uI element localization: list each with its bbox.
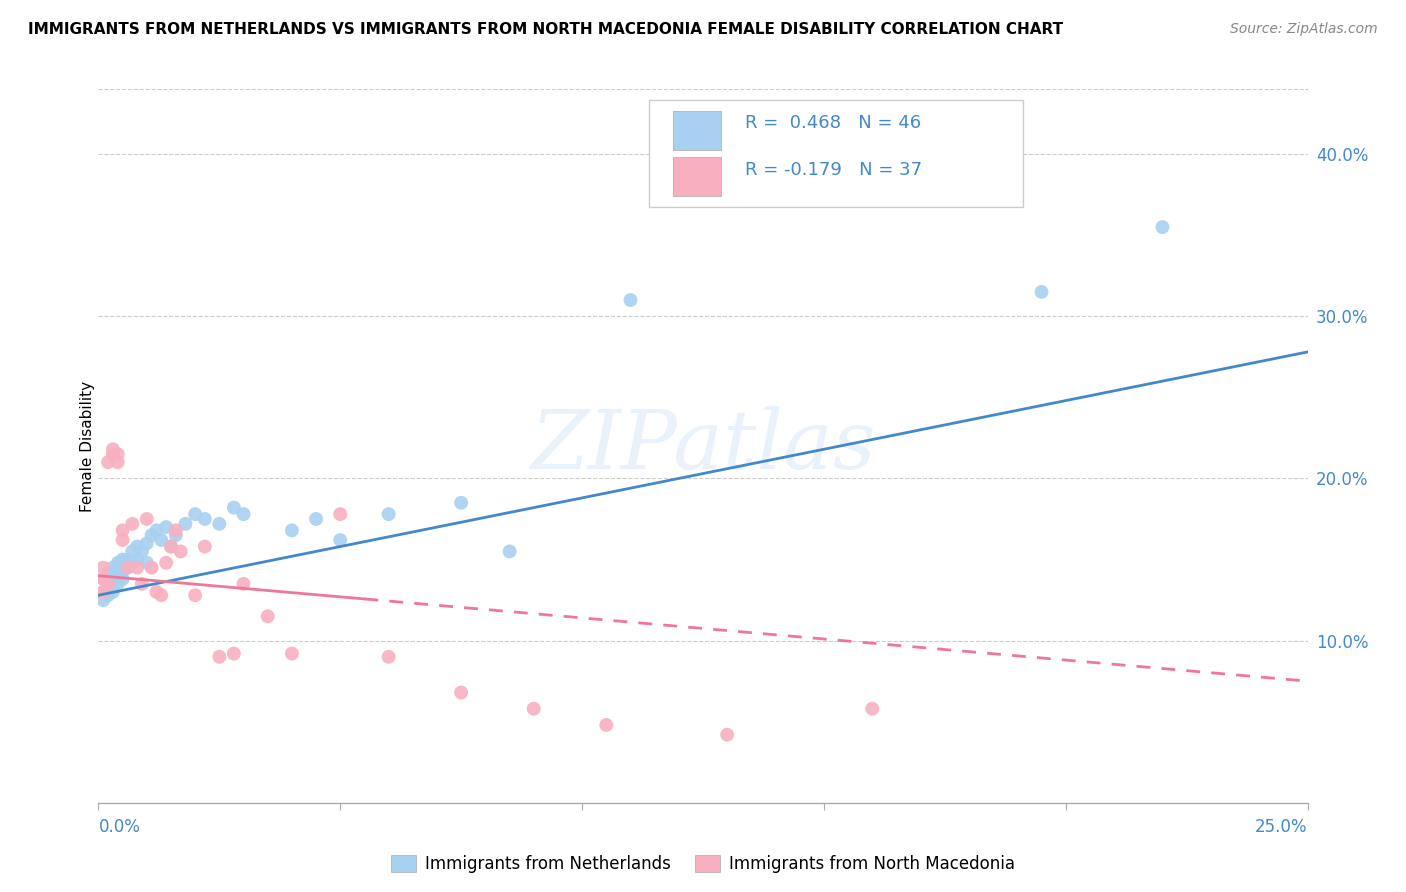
Point <box>194 512 217 526</box>
Point <box>107 568 129 582</box>
Point <box>101 442 124 457</box>
Point <box>127 540 149 554</box>
Point <box>329 533 352 547</box>
Point <box>165 528 187 542</box>
Point <box>160 540 183 554</box>
Point <box>155 556 177 570</box>
Point <box>107 455 129 469</box>
Point <box>165 524 187 538</box>
Point <box>91 593 114 607</box>
Point <box>150 533 173 547</box>
Point <box>232 577 254 591</box>
Point <box>184 588 207 602</box>
Point <box>111 564 134 578</box>
Point <box>97 588 120 602</box>
Point <box>111 533 134 547</box>
Point <box>256 609 278 624</box>
Point <box>101 447 124 461</box>
FancyBboxPatch shape <box>673 157 721 196</box>
Point <box>329 507 352 521</box>
Point <box>222 647 245 661</box>
Point <box>222 500 245 515</box>
Point <box>716 728 738 742</box>
Point <box>135 512 157 526</box>
Text: Source: ZipAtlas.com: Source: ZipAtlas.com <box>1230 22 1378 37</box>
Point <box>1031 285 1053 299</box>
Point <box>281 647 304 661</box>
Point <box>523 702 546 716</box>
Point <box>117 560 139 574</box>
Point <box>91 585 114 599</box>
Text: R =  0.468   N = 46: R = 0.468 N = 46 <box>745 114 921 132</box>
Point <box>101 585 124 599</box>
Point <box>595 718 617 732</box>
Point <box>145 585 167 599</box>
Point <box>91 585 114 599</box>
Point <box>97 577 120 591</box>
Point <box>145 524 167 538</box>
Point <box>281 524 304 538</box>
Point <box>194 540 217 554</box>
Point <box>135 556 157 570</box>
Point <box>97 455 120 469</box>
Point <box>150 588 173 602</box>
Text: 25.0%: 25.0% <box>1256 819 1308 837</box>
Point <box>101 582 124 596</box>
Point <box>155 520 177 534</box>
Point <box>91 572 114 586</box>
Point <box>135 536 157 550</box>
Point <box>97 577 120 591</box>
Text: 0.0%: 0.0% <box>98 819 141 837</box>
Text: ZIPatlas: ZIPatlas <box>530 406 876 486</box>
Point <box>101 560 124 574</box>
Legend: Immigrants from Netherlands, Immigrants from North Macedonia: Immigrants from Netherlands, Immigrants … <box>385 848 1021 880</box>
Text: R = -0.179   N = 37: R = -0.179 N = 37 <box>745 161 922 178</box>
Point <box>160 540 183 554</box>
Point <box>169 544 191 558</box>
Point <box>305 512 328 526</box>
Point <box>107 447 129 461</box>
Point <box>101 572 124 586</box>
Point <box>174 516 197 531</box>
Point <box>107 577 129 591</box>
Point <box>111 572 134 586</box>
Point <box>498 544 520 558</box>
Point <box>121 556 143 570</box>
Point <box>450 685 472 699</box>
Point <box>97 566 120 580</box>
FancyBboxPatch shape <box>673 111 721 150</box>
Text: IMMIGRANTS FROM NETHERLANDS VS IMMIGRANTS FROM NORTH MACEDONIA FEMALE DISABILITY: IMMIGRANTS FROM NETHERLANDS VS IMMIGRANT… <box>28 22 1063 37</box>
Point <box>141 560 163 574</box>
Point <box>208 516 231 531</box>
Point <box>860 702 883 716</box>
Point <box>131 577 153 591</box>
Point <box>121 544 143 558</box>
Point <box>127 560 149 574</box>
Point <box>377 649 399 664</box>
Point <box>111 524 134 538</box>
Point <box>127 552 149 566</box>
Point <box>208 649 231 664</box>
Point <box>107 556 129 570</box>
Point <box>111 552 134 566</box>
Point <box>91 560 114 574</box>
Y-axis label: Female Disability: Female Disability <box>80 380 94 512</box>
Point <box>117 552 139 566</box>
Point <box>184 507 207 521</box>
Point <box>619 293 641 307</box>
Point <box>1152 220 1174 235</box>
Point <box>91 572 114 586</box>
Point <box>450 496 472 510</box>
Point <box>377 507 399 521</box>
Point <box>117 560 139 574</box>
FancyBboxPatch shape <box>648 100 1024 207</box>
Point <box>232 507 254 521</box>
Point <box>141 528 163 542</box>
Point <box>121 516 143 531</box>
Point <box>131 544 153 558</box>
